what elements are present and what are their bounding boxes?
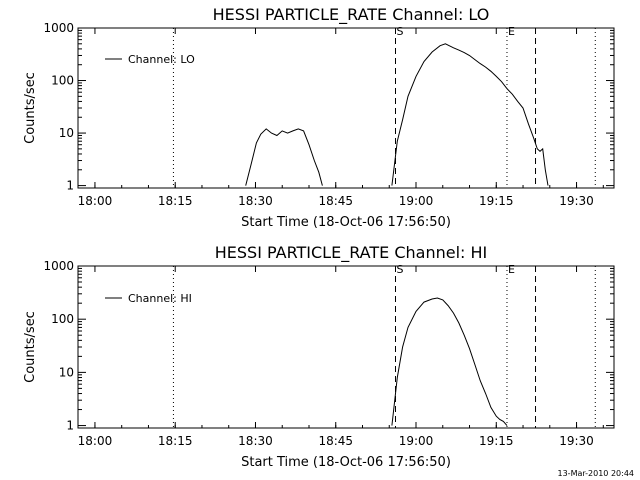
x-tick-label: 18:30	[238, 194, 273, 208]
x-tick-label: 19:15	[479, 194, 514, 208]
x-tick-label: 19:30	[559, 434, 594, 448]
plot-frame	[77, 265, 615, 429]
x-tick-label: 19:30	[559, 194, 594, 208]
chart-title: HESSI PARTICLE_RATE Channel: LO	[213, 5, 490, 25]
legend: Channel: LO	[105, 53, 195, 66]
legend-label: Channel: LO	[128, 53, 195, 66]
y-tick-label: 1	[66, 179, 74, 193]
legend-label: Channel: HI	[128, 292, 192, 305]
chart-marks: 18:00 18:15 18:30 18:45 19:00 19:15 19:30 1 10 10…	[43, 259, 614, 448]
x-tick-label: 18:15	[158, 434, 193, 448]
x-tick-label: 18:15	[158, 194, 193, 208]
chart-panel-hi: HESSI PARTICLE_RATE Channel: HI Counts/s…	[23, 243, 615, 470]
plot-frame	[77, 27, 615, 189]
chart-panel-lo: HESSI PARTICLE_RATE Channel: LO Counts/s…	[23, 5, 615, 230]
y-tick-label: 10	[59, 126, 74, 140]
y-tick-label: 1000	[43, 259, 74, 273]
x-axis-label: Start Time (18-Oct-06 17:56:50)	[241, 215, 451, 230]
y-axis-label: Counts/sec	[23, 72, 38, 144]
x-tick-label: 18:45	[318, 434, 353, 448]
y-tick-label: 100	[51, 74, 74, 88]
y-axis-label: Counts/sec	[23, 311, 38, 383]
y-tick-label: 1000	[43, 21, 74, 35]
y-tick-label: 100	[51, 312, 74, 326]
series-line	[245, 128, 323, 186]
x-tick-label: 18:00	[78, 434, 113, 448]
series-line	[391, 297, 508, 426]
x-tick-label: 18:45	[318, 194, 353, 208]
y-tick-label: 1	[66, 419, 74, 433]
y-tick-label: 10	[59, 365, 74, 379]
x-tick-label: 19:00	[399, 434, 434, 448]
chart-title: HESSI PARTICLE_RATE Channel: HI	[215, 243, 488, 263]
x-tick-label: 19:00	[399, 194, 434, 208]
series-line	[391, 43, 549, 186]
x-tick-label: 18:00	[78, 194, 113, 208]
timestamp-footer: 13-Mar-2010 20:44	[557, 469, 635, 478]
x-tick-label: 18:30	[238, 434, 273, 448]
chart-marks: 18:00 18:15 18:30 18:45 19:00 19:15 19:30 1 10 10…	[43, 21, 614, 208]
event-marker-label: E	[508, 25, 515, 38]
x-tick-label: 19:15	[479, 434, 514, 448]
legend: Channel: HI	[105, 292, 192, 305]
event-marker-label: S	[396, 263, 403, 276]
event-marker-label: E	[508, 263, 515, 276]
event-marker-label: S	[396, 25, 403, 38]
x-axis-label: Start Time (18-Oct-06 17:56:50)	[241, 455, 451, 470]
